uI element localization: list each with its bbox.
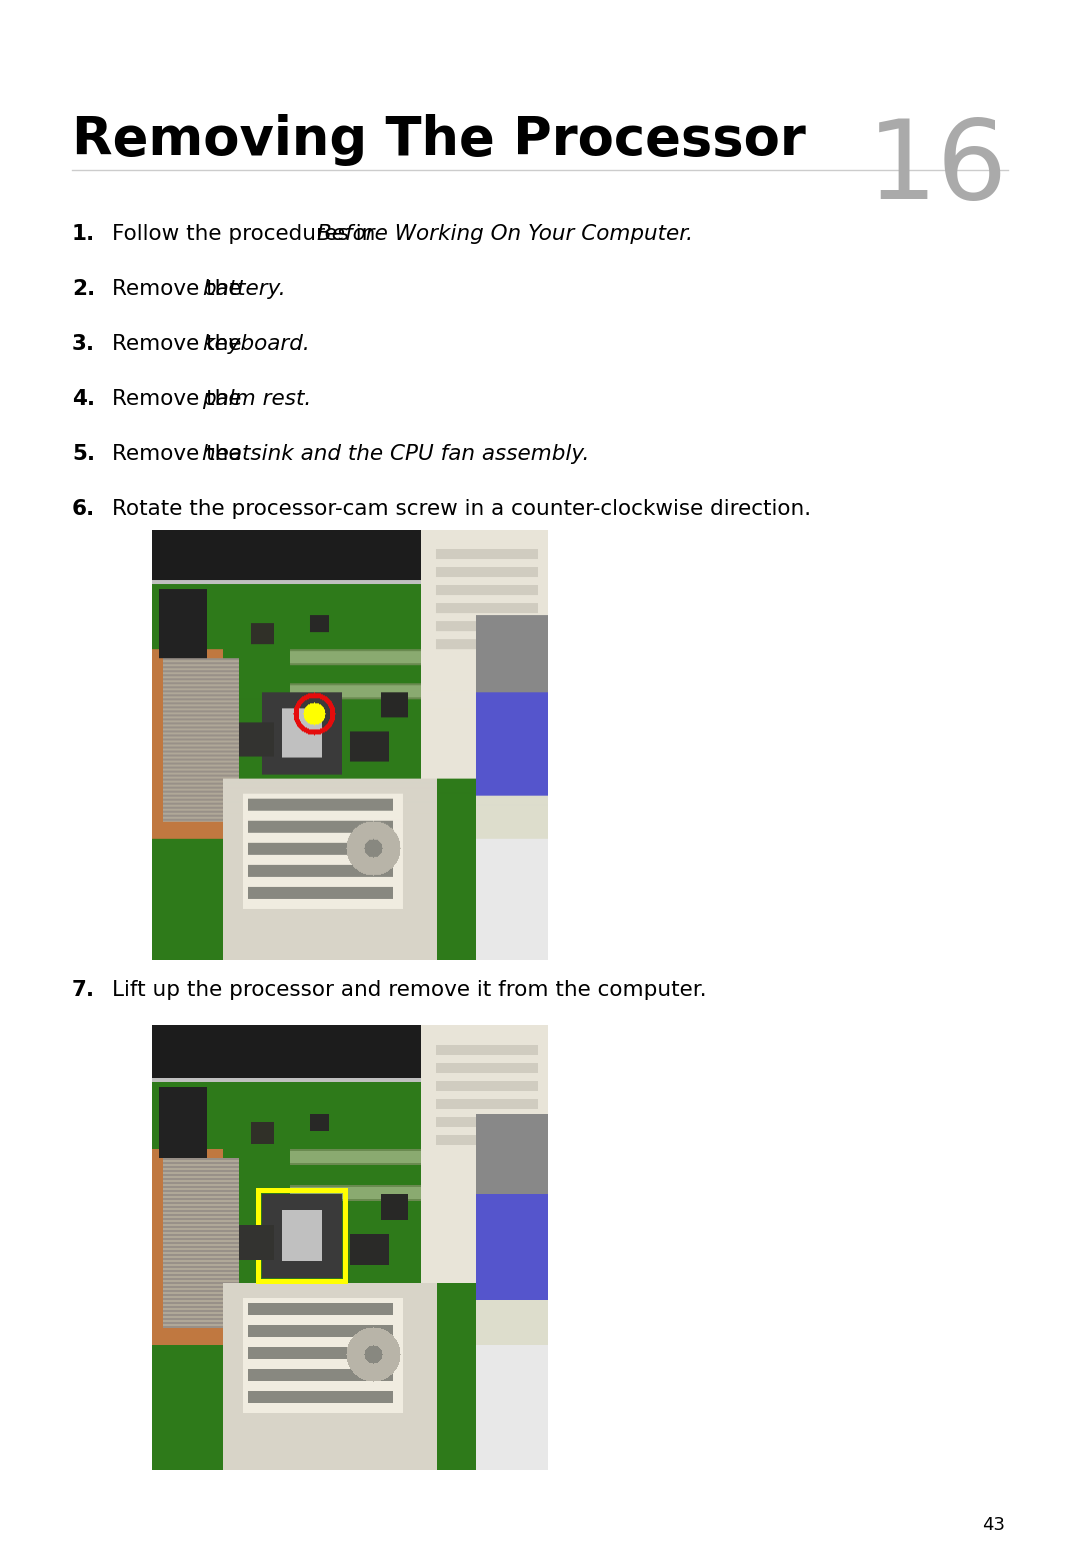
Text: Before Working On Your Computer.: Before Working On Your Computer. — [318, 224, 693, 244]
Text: Removing The Processor: Removing The Processor — [72, 114, 806, 165]
Text: keyboard.: keyboard. — [202, 334, 310, 354]
Text: 1.: 1. — [72, 224, 95, 244]
Text: palm rest.: palm rest. — [202, 389, 312, 409]
Text: 3.: 3. — [72, 334, 95, 354]
Text: 16: 16 — [867, 114, 1008, 222]
Text: Follow the procedures in: Follow the procedures in — [112, 224, 382, 244]
Text: 2.: 2. — [72, 280, 95, 300]
Text: battery.: battery. — [202, 280, 286, 300]
Text: heatsink and the CPU fan assembly.: heatsink and the CPU fan assembly. — [202, 443, 590, 464]
Text: 6.: 6. — [72, 499, 95, 519]
Text: 4.: 4. — [72, 389, 95, 409]
Text: 5.: 5. — [72, 443, 95, 464]
Text: Remove the: Remove the — [112, 334, 248, 354]
Text: 7.: 7. — [72, 980, 95, 1000]
Text: Remove the: Remove the — [112, 389, 248, 409]
Text: Lift up the processor and remove it from the computer.: Lift up the processor and remove it from… — [112, 980, 706, 1000]
Text: Remove the: Remove the — [112, 443, 248, 464]
Text: 43: 43 — [982, 1516, 1005, 1534]
Text: Remove the: Remove the — [112, 280, 248, 300]
Text: Rotate the processor-cam screw in a counter-clockwise direction.: Rotate the processor-cam screw in a coun… — [112, 499, 811, 519]
